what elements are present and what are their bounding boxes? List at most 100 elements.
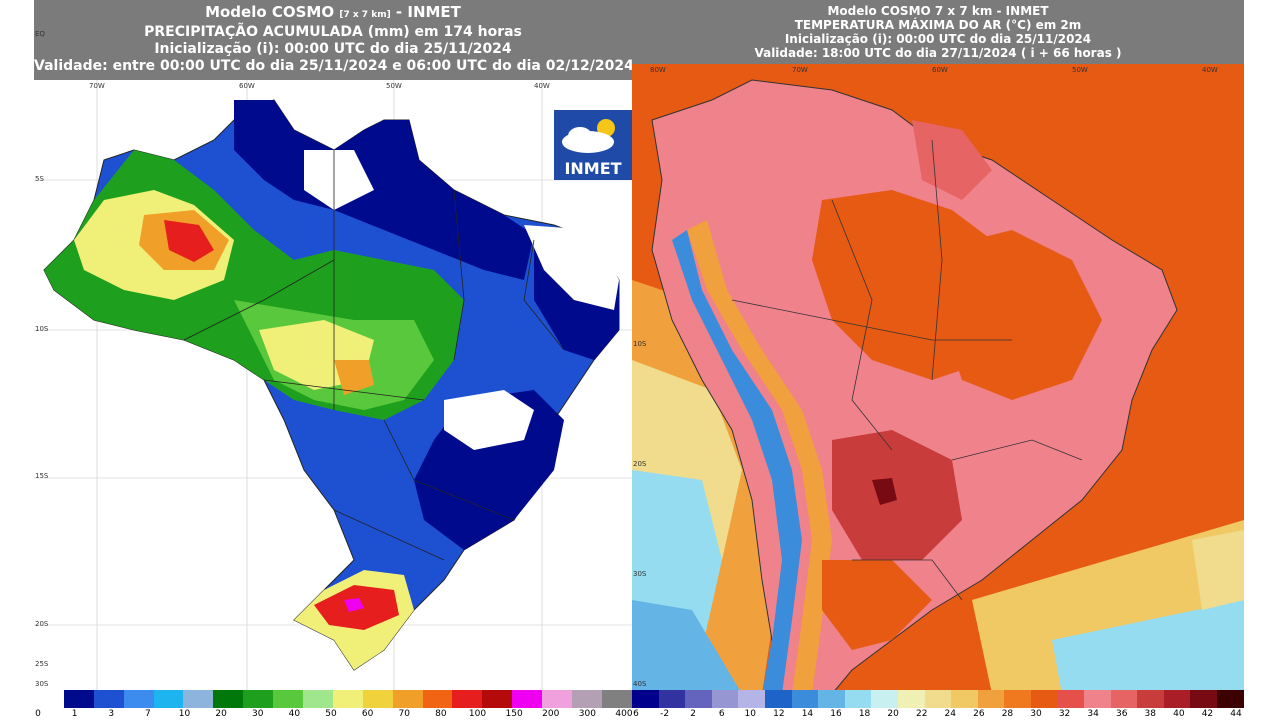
legend-swatch: [362, 690, 393, 708]
latitude-tick: EQ: [35, 30, 45, 38]
legend-swatch: [303, 690, 333, 708]
legend-swatch: [1190, 690, 1218, 708]
latitude-tick: 20S: [35, 620, 49, 628]
precipitation-legend: 0 1 3 7 10 20 30 40 50 60 70 80 100 150 200 300 400: [34, 690, 632, 720]
legend-label: 22: [915, 709, 928, 719]
legend-label: 16: [830, 709, 842, 719]
legend-swatch: [93, 690, 124, 708]
validity-text: Validade: entre 00:00 UTC do dia 25/11/2…: [34, 58, 632, 74]
legend-label: 60: [361, 709, 374, 719]
legend-label: 44: [1230, 709, 1242, 719]
legend-swatch: [452, 690, 483, 708]
legend-swatch: [153, 690, 184, 708]
legend-label: 400: [615, 709, 632, 719]
legend-label: 34: [1087, 709, 1099, 719]
legend-swatch: [273, 690, 304, 708]
legend-swatch: [924, 690, 952, 708]
initialization-text: Inicialização (i): 00:00 UTC do dia 25/1…: [154, 41, 512, 57]
temperature-legend: 6 -2 2 6 10 12 14 16 18 20 22 24 26 28 30 32 34 36 38 40 42 4…: [632, 690, 1244, 720]
latitude-tick: 25S: [35, 660, 49, 668]
latitude-tick: 20S: [633, 460, 647, 468]
legend-label: 24: [944, 709, 957, 719]
precipitation-map: [34, 80, 632, 690]
legend-swatch: [711, 690, 739, 708]
legend-swatch: [1110, 690, 1138, 708]
legend-swatch: [791, 690, 819, 708]
latitude-tick: 10S: [633, 340, 647, 348]
legend-label: 30: [1030, 709, 1042, 719]
legend-swatch: [977, 690, 1005, 708]
legend-swatch: [658, 690, 686, 708]
temperature-header: Modelo COSMO 7 x 7 km - INMET TEMPERATUR…: [632, 0, 1244, 64]
temperature-colorbar: [632, 690, 1244, 708]
legend-swatch: [897, 690, 925, 708]
legend-label: 80: [435, 709, 447, 719]
legend-label: 18: [858, 709, 871, 719]
legend-label: 40: [288, 709, 301, 719]
longitude-tick: 50W: [1072, 66, 1088, 74]
legend-label: 20: [215, 709, 227, 719]
legend-swatch: [123, 690, 154, 708]
latitude-tick: 10S: [35, 325, 49, 333]
legend-swatch: [1057, 690, 1085, 708]
legend-swatch: [818, 690, 845, 708]
legend-label: 3: [108, 709, 115, 719]
legend-label: 42: [1201, 709, 1214, 719]
legend-swatch: [512, 690, 543, 708]
longitude-tick: 70W: [89, 82, 105, 90]
legend-label: -2: [660, 709, 670, 719]
legend-swatch: [1217, 690, 1244, 708]
precipitation-map-panel: Modelo COSMO [7 x 7 km] - INMET PRECIPIT…: [34, 0, 632, 720]
legend-label: 6: [633, 709, 639, 719]
legend-label: 12: [773, 709, 785, 719]
initialization-text: Inicialização (i): 00:00 UTC do dia 25/1…: [784, 32, 1092, 46]
legend-swatch: [871, 690, 898, 708]
precipitation-colorbar: [34, 690, 632, 708]
legend-label: 100: [468, 709, 487, 719]
legend-swatch: [951, 690, 978, 708]
cloud-sun-icon: [562, 119, 615, 153]
legend-label: 50: [325, 709, 337, 719]
logo-label: INMET: [564, 159, 622, 178]
legend-label: 30: [252, 709, 264, 719]
legend-swatch: [243, 690, 274, 708]
latitude-tick: 30S: [35, 680, 49, 688]
legend-swatch: [1163, 690, 1191, 708]
legend-label: 36: [1115, 709, 1128, 719]
legend-label: 14: [801, 709, 814, 719]
temperature-map: [632, 64, 1244, 695]
temperature-map-panel: Modelo COSMO 7 x 7 km - INMET TEMPERATUR…: [632, 0, 1244, 720]
legend-swatch: [183, 690, 214, 708]
longitude-tick: 70W: [792, 66, 808, 74]
legend-swatch: [1137, 690, 1164, 708]
legend-swatch: [1004, 690, 1031, 708]
legend-swatch: [685, 690, 712, 708]
model-source: - INMET: [395, 3, 461, 21]
legend-swatch: [34, 690, 64, 708]
latitude-tick: 30S: [633, 570, 647, 578]
legend-label: 40: [1173, 709, 1185, 719]
variable-title: PRECIPITAÇÃO ACUMULADA (mm) em 174 horas: [144, 24, 522, 40]
legend-swatch: [844, 690, 872, 708]
longitude-tick: 40W: [534, 82, 550, 90]
temperature-colorbar-labels: 6 -2 2 6 10 12 14 16 18 20 22 24 26 28 30 32 34 36 38 40 42 4…: [632, 709, 1244, 720]
legend-label: 1: [71, 709, 78, 719]
legend-label: 10: [178, 709, 191, 719]
legend-swatch: [632, 690, 659, 708]
longitude-tick: 80W: [650, 66, 666, 74]
latitude-tick: 40S: [633, 680, 647, 688]
legend-label: 28: [1001, 709, 1014, 719]
legend-label: 300: [578, 709, 596, 719]
legend-label: 70: [398, 709, 410, 719]
variable-title: TEMPERATURA MÁXIMA DO AR (°C) em 2m: [794, 18, 1082, 32]
precipitation-header: Modelo COSMO [7 x 7 km] - INMET PRECIPIT…: [34, 0, 632, 80]
legend-swatch: [213, 690, 244, 708]
legend-swatch: [542, 690, 573, 708]
legend-label: 200: [542, 709, 560, 719]
longitude-tick: 60W: [239, 82, 255, 90]
model-resolution: [7 x 7 km]: [339, 10, 391, 20]
legend-label: 7: [145, 709, 151, 719]
legend-label: 10: [744, 709, 757, 719]
legend-label: 26: [973, 709, 985, 719]
legend-swatch: [332, 690, 363, 708]
